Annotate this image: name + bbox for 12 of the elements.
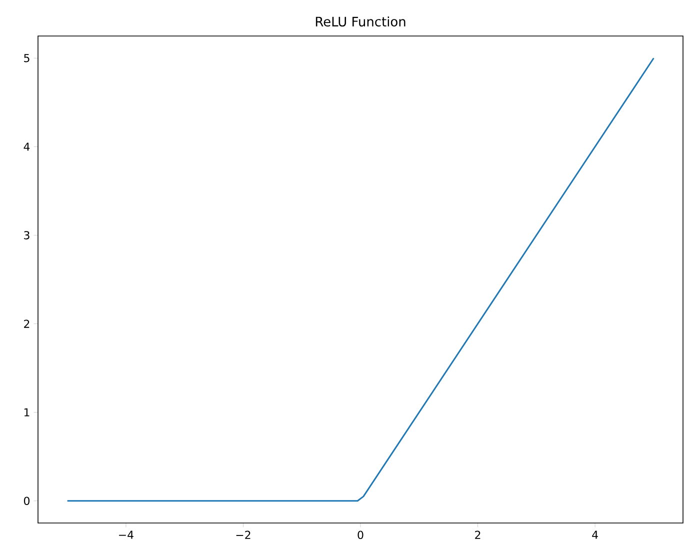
y-tick-label: 1: [24, 408, 30, 416]
x-tick-label: 4: [592, 530, 598, 539]
y-tick-label: 5: [24, 54, 30, 62]
chart-title: ReLU Function: [316, 16, 406, 27]
y-tick-label: 4: [24, 142, 30, 151]
x-tick-label: 0: [358, 530, 364, 540]
x-tick-label: −2: [236, 530, 250, 539]
y-tick-label: 0: [24, 496, 30, 506]
x-tick-label: 2: [475, 530, 480, 539]
y-tick-label: 3: [24, 231, 30, 240]
x-tick-label: −4: [119, 530, 134, 539]
y-tick-label: 2: [24, 320, 30, 328]
